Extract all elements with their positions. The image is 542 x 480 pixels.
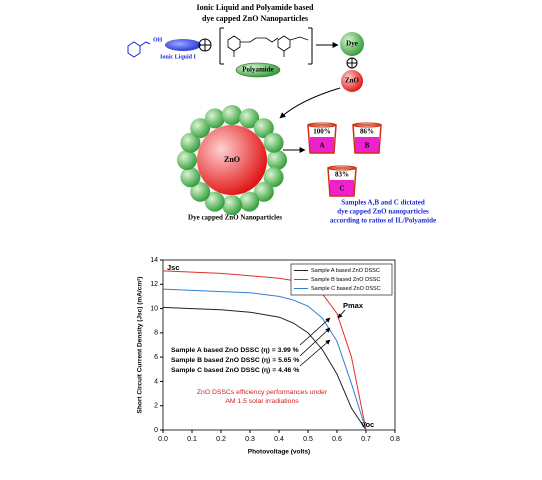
legend-label: Sample B based ZnO DSSC — [311, 277, 380, 283]
series-line — [162, 288, 367, 431]
samples-note: Samples A,B and C dictated — [341, 199, 425, 207]
beaker-percent: 83% — [335, 171, 349, 179]
chart: Short Circuit Current Density (Jsc) (mA/… — [137, 257, 400, 456]
x-tick-label: 0.2 — [216, 436, 226, 443]
legend-label: Sample C based ZnO DSSC — [311, 286, 381, 292]
zno-sphere — [341, 70, 363, 92]
beaker-rim — [352, 122, 382, 128]
diagram-title: dye capped ZnO Nanoparticles — [202, 14, 308, 23]
dye-ball — [222, 105, 242, 125]
beaker-label: C — [339, 185, 344, 193]
beaker-label: A — [319, 142, 324, 150]
dye-ball — [239, 108, 260, 129]
bracket — [219, 27, 313, 65]
y-tick-label: 10 — [150, 305, 158, 312]
ionic-liquid-shape — [165, 39, 201, 51]
y-tick-label: 6 — [154, 354, 158, 361]
dye-ball — [180, 167, 201, 188]
diagram-title: Ionic Liquid and Polyamide based — [197, 3, 314, 12]
y-tick-label: 14 — [150, 257, 158, 264]
nanoparticle-caption: Dye capped ZnO Nanoparticles — [188, 214, 282, 222]
dye-ball — [253, 181, 274, 202]
pointer — [299, 327, 331, 357]
beaker-percent: 86% — [360, 128, 374, 136]
note: AM 1.5 solar irradiations — [225, 398, 299, 405]
polyamide-structure — [227, 35, 309, 57]
x-tick-label: 0.3 — [245, 436, 255, 443]
y-tick-label: 12 — [150, 281, 158, 288]
x-tick-label: 0.0 — [158, 436, 168, 443]
dye-label: Dye — [346, 40, 358, 48]
efficiency-label: Sample A based ZnO DSSC (η) = 3.99 % — [171, 347, 299, 354]
dye-ball — [177, 150, 197, 170]
beaker-percent: 100% — [313, 128, 331, 136]
x-tick-label: 0.1 — [187, 436, 197, 443]
x-tick-label: 0.6 — [332, 436, 342, 443]
beaker — [307, 124, 337, 154]
efficiency-label: Sample C based ZnO DSSC (η) = 4.46 % — [171, 367, 299, 374]
y-axis-label: Short Circuit Current Density (Jsc) (mA/… — [137, 277, 144, 414]
dye-ball — [204, 108, 225, 129]
dye-ball — [190, 118, 211, 139]
x-tick-label: 0.5 — [303, 436, 313, 443]
beaker — [352, 124, 382, 154]
ionic-liquid-label: Ionic Liquid I — [160, 54, 196, 60]
samples-note: dye capped ZnO nanoparticles — [337, 208, 429, 216]
pointer — [299, 339, 331, 367]
dye-ball — [239, 191, 260, 212]
dye-ball — [263, 132, 284, 153]
beaker — [327, 167, 357, 197]
polyamide-label: Polyamide — [242, 66, 274, 74]
x-tick-label: 0.4 — [274, 436, 284, 443]
dye-ball — [190, 181, 211, 202]
y-tick-label: 0 — [154, 427, 158, 434]
zno-label: ZnO — [345, 77, 360, 85]
y-tick-label: 8 — [154, 330, 158, 337]
beaker-label: B — [365, 142, 370, 150]
plus — [199, 39, 211, 51]
pointer — [299, 317, 331, 346]
series-line — [162, 306, 367, 431]
arrow — [279, 87, 341, 119]
y-tick-label: 4 — [154, 378, 158, 385]
plus — [347, 58, 357, 68]
dye-sphere — [340, 32, 364, 56]
beaker-liquid — [355, 137, 379, 153]
dye-ball — [253, 118, 274, 139]
x-tick-label: 0.7 — [361, 436, 371, 443]
pmax-label: Pmax — [343, 301, 364, 310]
dye-shell — [177, 105, 287, 215]
polyamide-shape — [235, 62, 281, 78]
beaker-rim — [327, 165, 357, 171]
beaker-rim — [307, 122, 337, 128]
pointer — [337, 309, 346, 319]
legend-label: Sample A based ZnO DSSC — [311, 268, 380, 274]
beakers: 100% A 86% B 83% C — [307, 122, 382, 197]
voc-label: Voc — [361, 420, 374, 429]
dye-ball — [204, 191, 225, 212]
core-label: ZnO — [224, 155, 240, 164]
efficiency-label: Sample B based ZnO DSSC (η) = 5.65 % — [171, 357, 299, 364]
note: ZnO DSSCs efficiency performances under — [197, 389, 328, 396]
dye-ball — [263, 167, 284, 188]
beaker-liquid — [330, 180, 354, 196]
dye-ball — [222, 195, 242, 215]
ionic-label: OH — [153, 37, 163, 43]
samples-note: according to ratios of IL/Polyamide — [330, 217, 436, 225]
zno-core — [197, 125, 267, 195]
x-axis-label: Photovoltage (volts) — [248, 449, 310, 456]
jsc-label: Jsc — [167, 263, 180, 272]
x-tick-label: 0.8 — [390, 436, 400, 443]
y-tick-label: 2 — [154, 403, 158, 410]
diagram: Ionic Liquid and Polyamide based dye cap… — [127, 3, 436, 225]
beaker-liquid — [310, 137, 334, 153]
ionic-structure — [127, 41, 151, 58]
dye-ball — [180, 132, 201, 153]
dye-ball — [267, 150, 287, 170]
